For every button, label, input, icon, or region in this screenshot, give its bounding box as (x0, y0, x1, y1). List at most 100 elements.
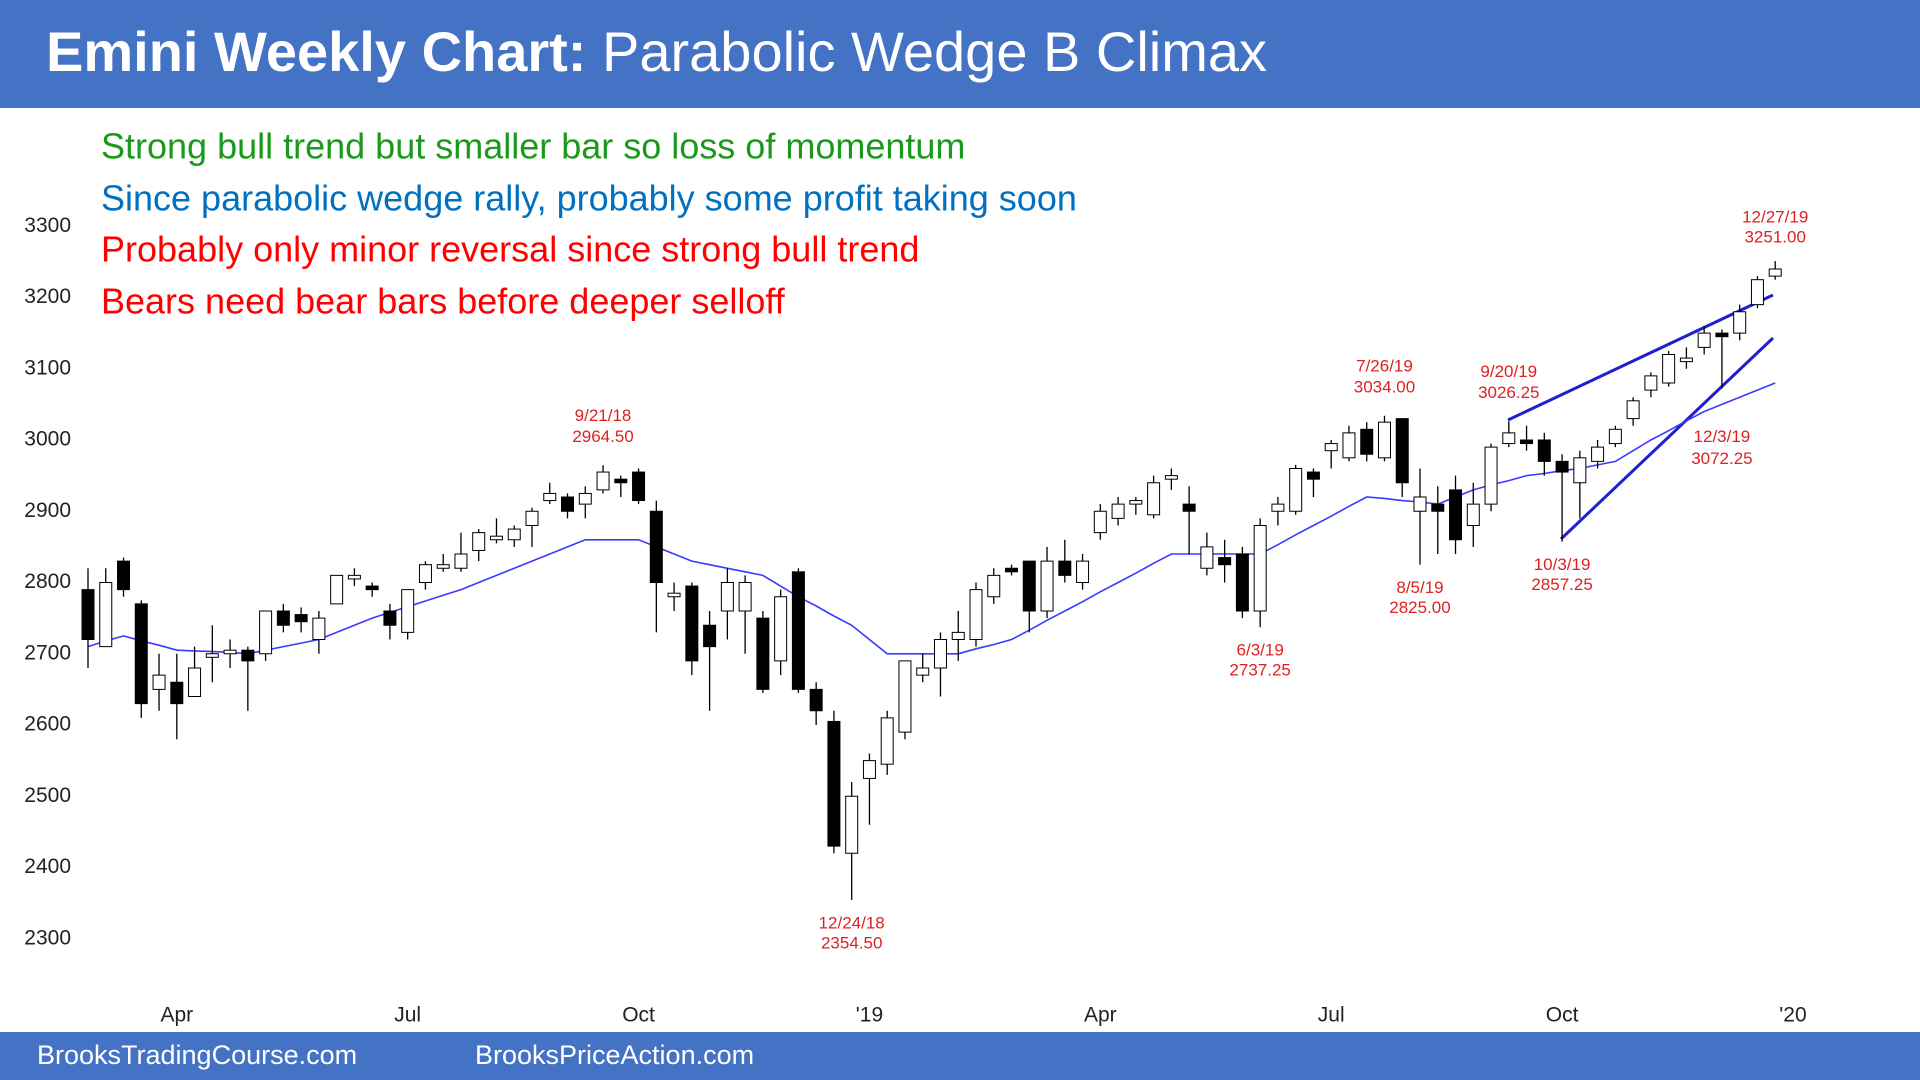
candle-body (774, 596, 788, 662)
annotation-price: 3026.25 (1478, 383, 1539, 402)
x-tick-label: Apr (160, 1004, 193, 1027)
annotation-date: 12/3/19 (1694, 427, 1751, 446)
annotation-price: 3034.00 (1354, 377, 1415, 396)
candle-body (1591, 446, 1605, 462)
candle-body (170, 681, 184, 705)
note: Probably only minor reversal since stron… (101, 229, 919, 270)
candle-body (241, 649, 255, 662)
candle-body (99, 582, 113, 648)
candle-body (134, 603, 148, 705)
candle-body (1235, 553, 1249, 612)
candle-body (845, 795, 859, 854)
candle-body (117, 560, 131, 591)
candle-body (1608, 428, 1622, 445)
y-tick-label: 3100 (24, 356, 71, 379)
candle-body (1342, 432, 1356, 459)
candle-body (632, 471, 646, 502)
candle-body (81, 589, 95, 640)
chart-subtitle: Parabolic Wedge B Climax (602, 20, 1267, 83)
y-tick-label: 2800 (24, 570, 71, 593)
candle-body (1324, 443, 1338, 452)
y-tick-label: 2300 (24, 926, 71, 949)
note: Since parabolic wedge rally, probably so… (101, 178, 1077, 219)
candle-body (1520, 439, 1534, 445)
candle-body (1644, 375, 1658, 391)
candle-body (1555, 460, 1569, 473)
candle-body (525, 510, 539, 526)
candle-body (898, 660, 912, 733)
footer-text: BrooksTradingCourse.com (37, 1040, 357, 1070)
candle-body (916, 667, 930, 676)
annotation-date: 12/24/18 (819, 913, 885, 932)
candle-body (1431, 503, 1445, 512)
annotation-price: 2857.25 (1531, 575, 1592, 594)
x-tick-label: Oct (622, 1004, 655, 1027)
x-tick-label: Apr (1084, 1004, 1117, 1027)
candle-body (330, 574, 344, 605)
candle-body (1129, 500, 1143, 505)
candle-body (738, 582, 752, 612)
candle-body (951, 631, 965, 640)
candle-body (312, 617, 326, 640)
candle-body (561, 496, 575, 512)
candle-body (401, 589, 415, 633)
candle-body (418, 564, 432, 583)
candle-body (1005, 567, 1019, 573)
candle-body (862, 760, 876, 779)
annotation-price: 2354.50 (821, 933, 882, 952)
candle-body (1164, 475, 1178, 480)
candle-body (1093, 510, 1107, 534)
candle-body (294, 614, 308, 623)
candle-body (1289, 468, 1303, 512)
candle-body (1040, 560, 1054, 612)
candle-body (720, 582, 734, 612)
candle-body (543, 492, 557, 502)
x-tick-label: '20 (1779, 1004, 1806, 1027)
candle-body (1733, 311, 1747, 334)
candle-body (969, 589, 983, 640)
candle-body (472, 532, 486, 551)
candle-body (667, 592, 681, 598)
candle-body (1111, 503, 1125, 519)
annotation-price: 2964.50 (572, 427, 633, 446)
candle-body (1253, 525, 1267, 612)
candle-body (1271, 503, 1285, 512)
candle-body (188, 667, 202, 697)
candle-body (685, 585, 699, 662)
annotation-date: 12/27/19 (1742, 208, 1808, 227)
header-bar (0, 0, 1920, 108)
annotation-date: 9/21/18 (575, 406, 632, 425)
x-tick-label: Oct (1546, 1004, 1579, 1027)
x-tick-label: Jul (394, 1004, 421, 1027)
candle-body (649, 510, 663, 583)
y-tick-label: 3300 (24, 214, 71, 237)
candle-body (1218, 557, 1232, 566)
candle-body (614, 478, 628, 484)
candle-body (756, 617, 770, 690)
candle-body (347, 574, 361, 580)
candle-body (578, 492, 592, 505)
candle-body (1573, 457, 1587, 484)
candle-body (489, 535, 503, 541)
y-tick-label: 3200 (24, 285, 71, 308)
annotation-date: 6/3/19 (1237, 641, 1284, 660)
candle-body (383, 610, 397, 626)
candle-body (703, 624, 717, 648)
candle-body (1662, 354, 1676, 384)
moving-average (87, 382, 1776, 655)
candle-body (276, 610, 290, 626)
annotation-date: 9/20/19 (1480, 362, 1537, 381)
candle-body (1200, 546, 1214, 569)
candle-body (1715, 332, 1729, 338)
y-tick-label: 2700 (24, 641, 71, 664)
y-tick-label: 3000 (24, 428, 71, 451)
candle-body (1449, 489, 1463, 541)
candle-body (1466, 503, 1480, 526)
candle-body (1360, 428, 1374, 455)
annotation-price: 2737.25 (1229, 661, 1290, 680)
candle-body (809, 688, 823, 712)
y-tick-label: 2500 (24, 784, 71, 807)
candle-body (1768, 268, 1782, 277)
annotation-date: 10/3/19 (1534, 555, 1591, 574)
